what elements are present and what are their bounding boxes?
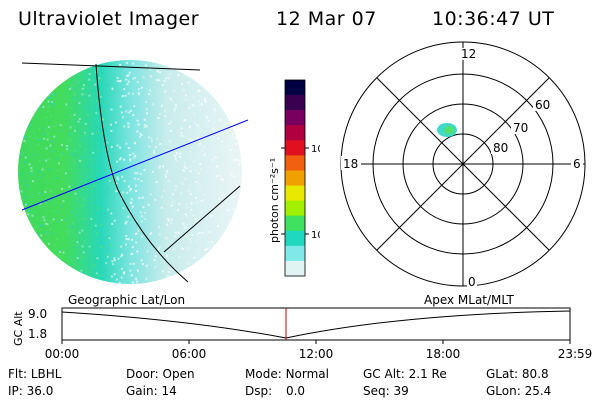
glon-field: GLon: 25.4 — [486, 384, 552, 398]
filter-value: LBHL — [30, 367, 62, 381]
lat-label-60: 60 — [535, 98, 550, 112]
mlt-label-6: 6 — [573, 157, 581, 171]
ip-field: IP: 36.0 — [8, 384, 54, 398]
geo-line-top — [21, 62, 201, 71]
colorbar-band — [285, 230, 305, 247]
uv-disk-image — [18, 60, 242, 284]
gain-value: 14 — [161, 384, 177, 398]
mode-field: Mode: Normal — [245, 367, 329, 381]
colorbar-band — [285, 170, 305, 187]
dsp-value: 0.0 — [285, 384, 306, 398]
colorbar-band — [285, 155, 305, 171]
mlt-label-0: 0 — [468, 275, 476, 289]
x-tick-1200: 12:00 — [299, 347, 334, 361]
gc-alt-value: 2.1 Re — [408, 367, 447, 381]
colorbar-band — [285, 260, 305, 277]
gain-field: Gain: 14 — [126, 384, 177, 398]
colorbar-band — [285, 95, 305, 111]
geo-line-right — [163, 185, 241, 253]
glat-value: 80.8 — [521, 367, 549, 381]
meridian-line — [95, 63, 189, 283]
instrument-title: Ultraviolet Imager — [18, 8, 200, 30]
colorbar: 100 10 photon cm⁻²s⁻¹ — [268, 79, 320, 277]
colorbar-tick-10: 10 — [311, 230, 320, 241]
mode-value: Normal — [285, 367, 329, 381]
door-field: Door: Open — [126, 367, 195, 381]
colorbar-band — [285, 140, 305, 156]
colorbar-band — [285, 215, 305, 232]
lat-label-80: 80 — [493, 141, 508, 155]
x-tick-0600: 06:00 — [172, 347, 207, 361]
ip-value: 36.0 — [26, 384, 54, 398]
mlt-label-18: 18 — [343, 157, 358, 171]
terminator-line — [21, 119, 249, 211]
seq-value: 39 — [393, 384, 409, 398]
colorbar-tick-100: 100 — [311, 144, 320, 155]
colorbar-band — [285, 200, 305, 217]
timeline-left-title: Geographic Lat/Lon — [68, 293, 186, 307]
y-tick-top: 9.0 — [28, 307, 47, 321]
seq-field: Seq: 39 — [363, 384, 409, 398]
mlt-label-12: 12 — [461, 47, 476, 61]
y-tick-bottom: 1.8 — [28, 327, 47, 341]
colorbar-band — [285, 110, 305, 126]
lat-label-70: 70 — [513, 121, 528, 135]
observation-time: 10:36:47 UT — [432, 8, 555, 30]
door-value: Open — [162, 367, 195, 381]
filter-field: Flt: LBHL — [8, 367, 62, 381]
glon-value: 25.4 — [524, 384, 552, 398]
colorbar-unit-label: photon cm⁻²s⁻¹ — [268, 158, 281, 243]
colorbar-band — [285, 80, 305, 96]
x-tick-2359: 23:59 — [558, 347, 593, 361]
dsp-field: Dsp: 0.0 — [245, 384, 306, 398]
altitude-timeline: GC Alt 9.0 1.8 00:00 06:00 12:00 18:00 2… — [12, 307, 593, 361]
altitude-curve — [61, 310, 571, 339]
colorbar-band — [285, 185, 305, 202]
glat-field: GLat: 80.8 — [486, 367, 549, 381]
colorbar-band — [285, 125, 305, 141]
x-tick-1800: 18:00 — [426, 347, 461, 361]
x-tick-0000: 00:00 — [45, 347, 80, 361]
geographic-image-panel — [18, 60, 249, 284]
colorbar-band — [285, 245, 305, 262]
polar-plot: 12 18 6 0 60 70 80 — [340, 41, 586, 289]
gc-alt-field: GC Alt: 2.1 Re — [363, 367, 447, 381]
timeline-right-title: Apex MLat/MLT — [424, 293, 514, 307]
timeline-y-label: GC Alt — [12, 311, 25, 346]
observation-date: 12 Mar 07 — [276, 8, 377, 30]
